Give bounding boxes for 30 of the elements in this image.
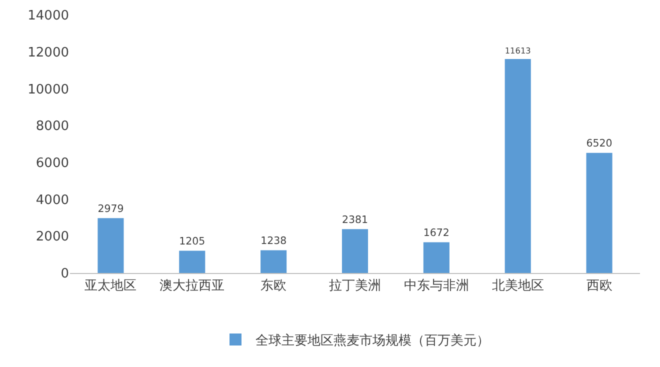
data-label: 1238 <box>260 236 287 248</box>
bar <box>98 218 124 273</box>
data-label: 2381 <box>342 214 368 226</box>
y-tick-label: 10000 <box>28 82 69 98</box>
data-label: 1205 <box>179 236 206 248</box>
data-label: 1672 <box>423 228 450 240</box>
bar <box>586 152 612 273</box>
bar <box>423 242 450 273</box>
y-tick-label: 14000 <box>28 8 69 24</box>
data-label: 6520 <box>586 138 612 150</box>
legend-label: 全球主要地区燕麦市场规模（百万美元） <box>256 332 490 349</box>
y-tick-label: 12000 <box>28 45 69 60</box>
x-tick-label: 亚太地区 <box>84 278 137 294</box>
y-tick-label: 4000 <box>36 192 69 208</box>
y-tick-label: 8000 <box>36 119 69 134</box>
data-label: 2979 <box>98 204 124 215</box>
bar <box>179 250 206 273</box>
data-label: 11613 <box>504 45 531 56</box>
bar <box>504 58 531 273</box>
bar <box>342 229 368 273</box>
x-tick-label: 中东与非洲 <box>404 278 469 294</box>
x-tick-label: 澳大拉西亚 <box>160 278 225 294</box>
x-tick-label: 东欧 <box>260 278 287 294</box>
x-tick-label: 北美地区 <box>492 278 544 294</box>
y-tick-label: 2000 <box>36 230 69 245</box>
x-tick-label: 拉丁美洲 <box>329 278 381 294</box>
bar <box>260 250 287 273</box>
y-tick-label: 0 <box>60 266 69 282</box>
x-tick-label: 西欧 <box>586 278 612 294</box>
y-tick-label: 6000 <box>36 156 69 171</box>
